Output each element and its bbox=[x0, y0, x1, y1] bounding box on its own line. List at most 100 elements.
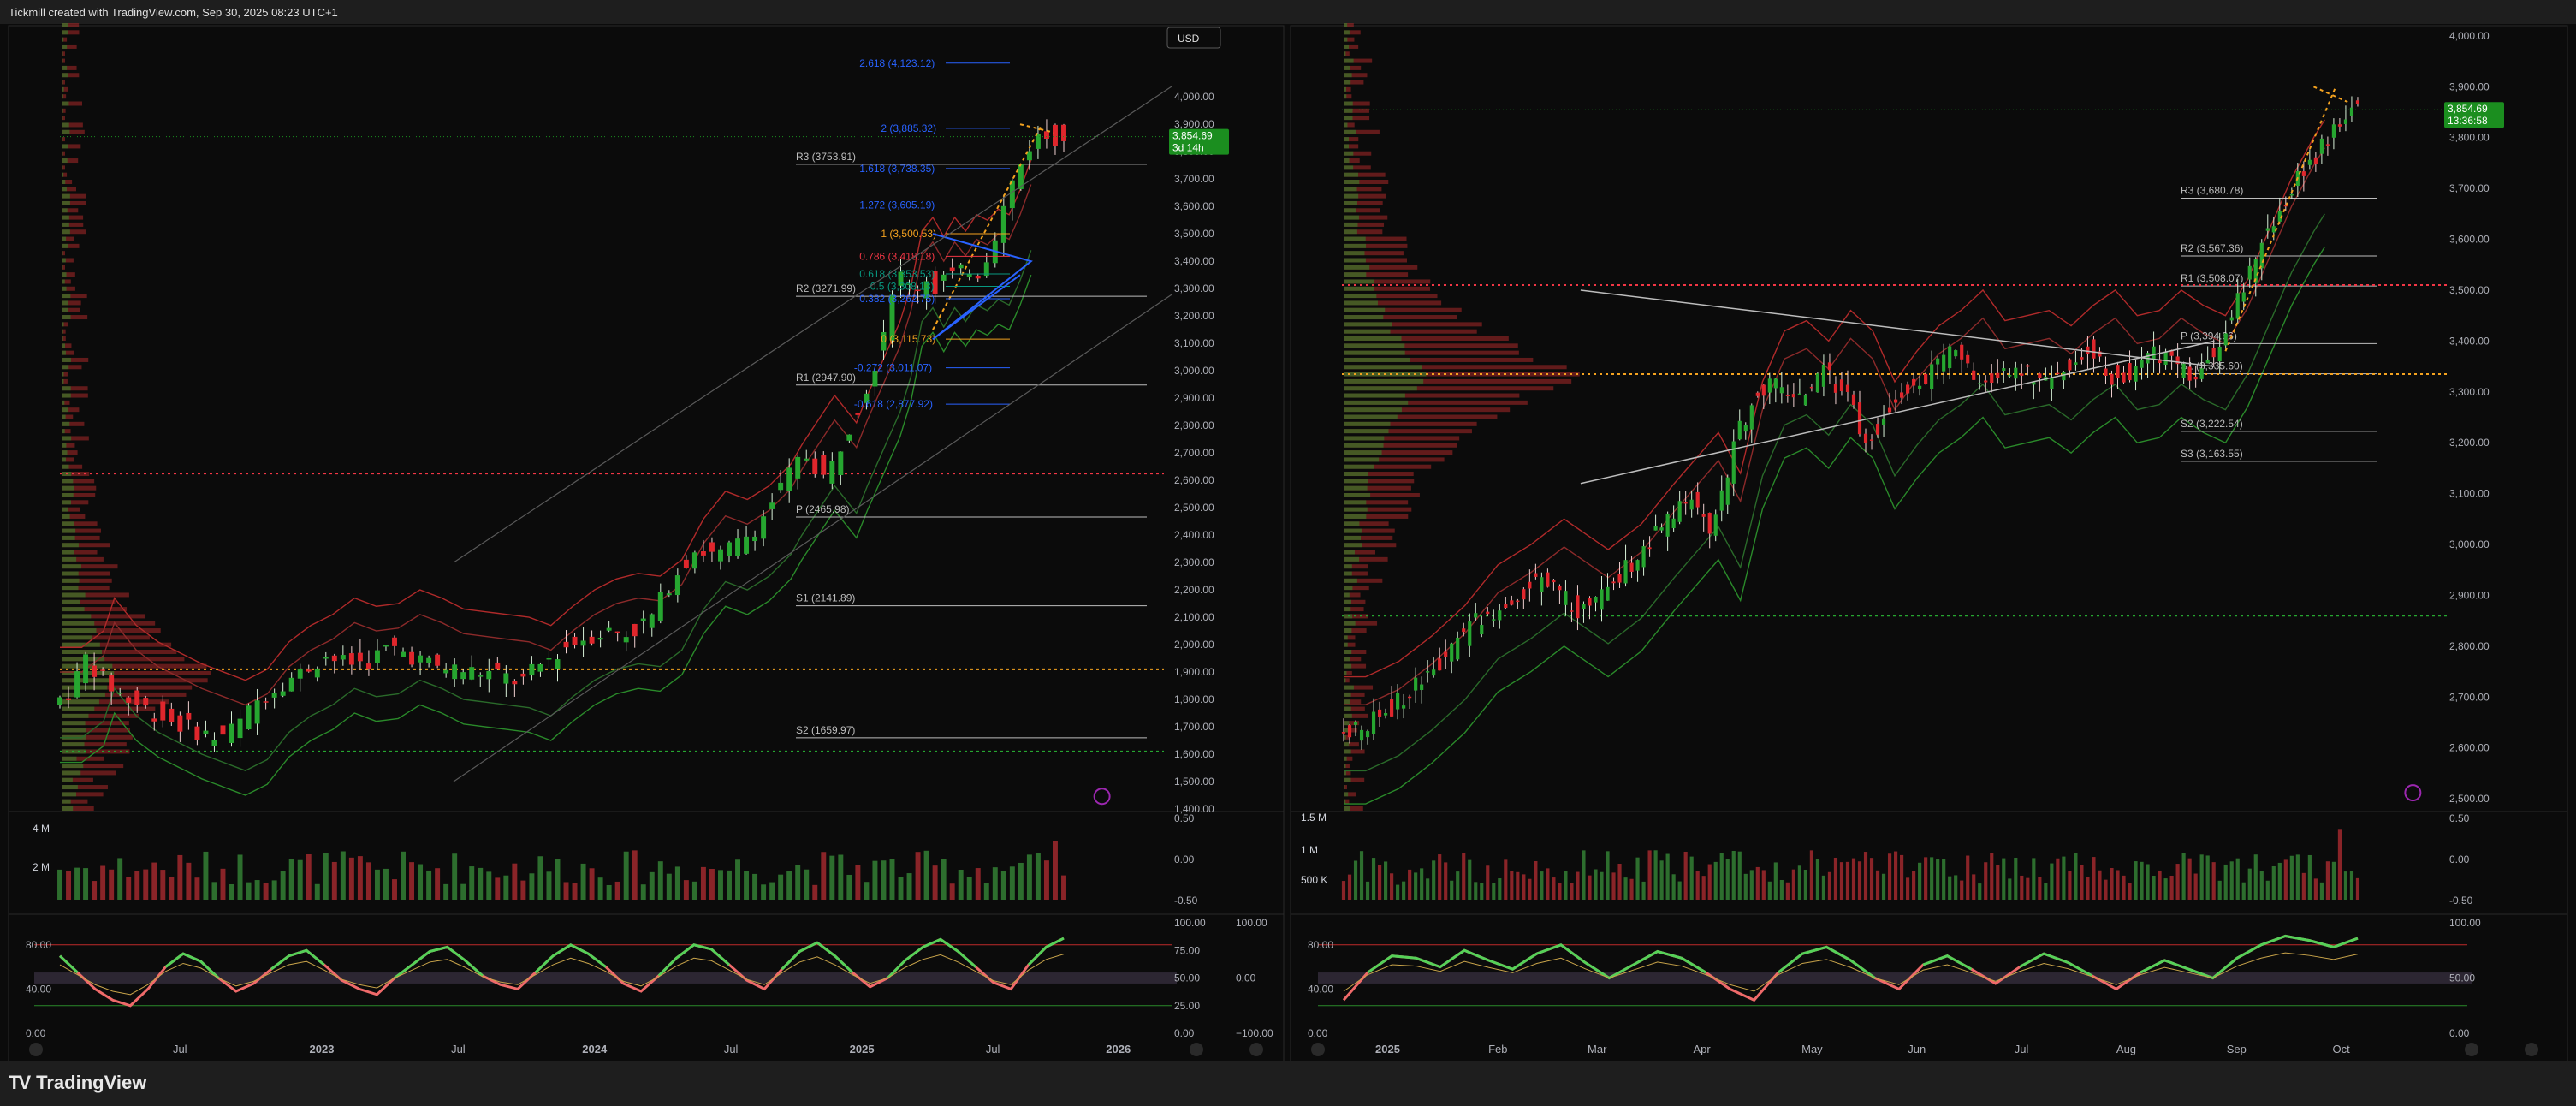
time-axis-label: May bbox=[1801, 1043, 1823, 1055]
candle-body bbox=[580, 640, 586, 646]
volume-bar bbox=[975, 868, 981, 900]
candle-body bbox=[727, 542, 732, 556]
volume-profile-bar bbox=[1344, 607, 1351, 612]
candle-body bbox=[958, 264, 964, 269]
rsi-axis-left-label: 0.00 bbox=[1308, 1027, 1328, 1039]
volume-profile-bar bbox=[62, 365, 69, 370]
candle-body bbox=[1930, 364, 1934, 389]
volume-bar bbox=[709, 869, 715, 900]
candle-body bbox=[829, 461, 835, 484]
volume-bar bbox=[2307, 854, 2312, 900]
volume-bar bbox=[674, 866, 680, 900]
volume-bar bbox=[1954, 875, 1958, 900]
volume-profile-bar bbox=[62, 193, 86, 199]
volume-bar bbox=[512, 863, 518, 900]
oscillator-axis-label: 0.00 bbox=[2449, 853, 2470, 865]
candle-body bbox=[769, 502, 775, 509]
volume-bar bbox=[1996, 865, 2000, 900]
volume-bar bbox=[1912, 871, 1916, 900]
volume-profile-bar bbox=[62, 479, 95, 484]
candle-body bbox=[555, 659, 561, 669]
candle-body bbox=[778, 482, 784, 491]
volume-profile-bar bbox=[62, 806, 74, 811]
volume-bar bbox=[1552, 877, 1556, 900]
volume-bar bbox=[1779, 879, 1784, 900]
fib-level-label: 2.618 (4,123.12) bbox=[859, 57, 935, 69]
volume-profile-bar bbox=[1344, 407, 1402, 413]
volume-profile-bar bbox=[1344, 728, 1349, 733]
rsi-band bbox=[1318, 972, 2472, 984]
volume-profile-bar bbox=[1344, 443, 1458, 448]
volume-profile-bar bbox=[1344, 80, 1351, 85]
fib-level-label: 0.786 (3,418.18) bbox=[859, 250, 935, 262]
volume-profile-bar bbox=[1344, 122, 1348, 128]
price-axis-label: 2,700.00 bbox=[1174, 447, 1214, 459]
volume-profile-bar bbox=[62, 685, 193, 690]
volume-bar bbox=[1043, 860, 1049, 900]
candle-body bbox=[1948, 346, 1952, 369]
candle-body bbox=[134, 690, 140, 705]
volume-bar bbox=[169, 877, 175, 900]
price-axis-label: 3,200.00 bbox=[1174, 310, 1214, 322]
candle-body bbox=[383, 645, 389, 647]
candle-body bbox=[2086, 346, 2090, 354]
volume-bar bbox=[126, 877, 132, 900]
volume-profile-bar bbox=[62, 307, 80, 312]
volume-bar bbox=[134, 871, 140, 900]
candle-body bbox=[2199, 368, 2204, 379]
volume-profile-bar bbox=[1344, 742, 1350, 747]
candle-body bbox=[203, 730, 209, 734]
settings-icon bbox=[1249, 1043, 1263, 1056]
volume-bar bbox=[2080, 865, 2084, 900]
candle-body bbox=[1504, 604, 1508, 609]
candle-body bbox=[426, 657, 432, 663]
volume-bar bbox=[2325, 861, 2330, 900]
volume-bar bbox=[409, 862, 415, 900]
candle-body bbox=[2355, 100, 2360, 104]
chart-canvas[interactable]: 4,000.00 3,900.00 3,800.00 3,700.00 3,600.00… bbox=[0, 0, 2576, 1061]
volume-profile-bar bbox=[1344, 721, 1360, 726]
candle-body bbox=[1043, 131, 1049, 139]
volume-profile-bar bbox=[1344, 336, 1402, 341]
candle-body bbox=[1851, 394, 1856, 406]
price-axis-label: 3,700.00 bbox=[1174, 173, 1214, 185]
volume-profile-bar bbox=[1344, 685, 1354, 690]
candle-body bbox=[700, 550, 706, 556]
volume-bar bbox=[932, 865, 938, 900]
volume-profile-bar bbox=[1344, 58, 1373, 63]
volume-profile-bar bbox=[62, 485, 74, 491]
volume-profile-bar bbox=[1344, 393, 1405, 398]
rsi-axis-right-label: 100.00 bbox=[1174, 917, 1206, 929]
candle-body bbox=[529, 663, 535, 676]
volume-profile-bar bbox=[62, 44, 68, 49]
price-axis-label: 2,200.00 bbox=[1174, 584, 1214, 596]
volume-bar bbox=[683, 880, 689, 900]
volume-profile-bar bbox=[1344, 777, 1365, 782]
volume-bar bbox=[2140, 861, 2144, 900]
volume-bar bbox=[143, 869, 149, 900]
candle-body bbox=[2301, 171, 2306, 176]
volume-profile-bar bbox=[1344, 642, 1348, 647]
volume-profile-bar bbox=[62, 564, 81, 569]
volume-profile-bar bbox=[62, 650, 103, 654]
volume-profile-bar bbox=[1344, 144, 1350, 149]
rsi-line-upper bbox=[1367, 943, 1706, 980]
volume-bar bbox=[1857, 861, 1862, 900]
rsi-axis-right-label: 0.00 bbox=[1174, 1027, 1195, 1039]
volume-bar bbox=[1683, 851, 1688, 900]
candle-body bbox=[2098, 351, 2102, 357]
volume-bar bbox=[100, 865, 106, 900]
tradingview-brand[interactable]: TV TradingView bbox=[9, 1072, 146, 1094]
volume-profile-bar bbox=[1344, 350, 1405, 355]
volume-profile-bar bbox=[1344, 792, 1356, 797]
candle-body bbox=[2241, 292, 2246, 302]
candle-body bbox=[649, 614, 655, 628]
volume-bar bbox=[1588, 875, 1592, 900]
pivot-label: R3 (3,680.78) bbox=[2181, 185, 2243, 197]
volume-bar bbox=[1450, 880, 1454, 900]
candle-body bbox=[2253, 259, 2258, 283]
candle-body bbox=[186, 712, 192, 720]
candle-body bbox=[365, 663, 371, 669]
candle-body bbox=[1522, 589, 1526, 600]
volume-profile-bar bbox=[62, 386, 88, 391]
